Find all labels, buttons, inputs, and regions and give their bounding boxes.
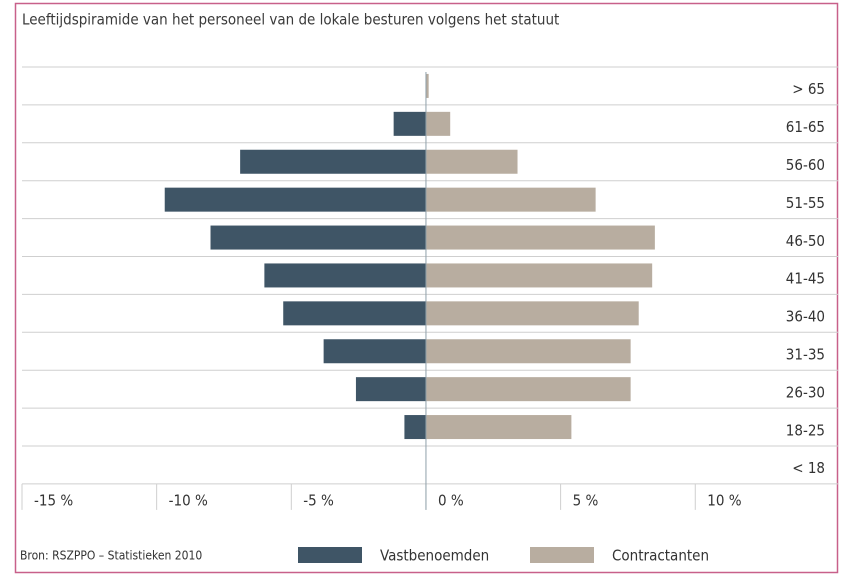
bar bbox=[355, 377, 426, 402]
bar bbox=[425, 263, 653, 288]
bar bbox=[323, 339, 426, 364]
bar bbox=[210, 225, 426, 250]
legend-label: Contractanten bbox=[612, 547, 709, 565]
category-label: 41-45 bbox=[786, 270, 825, 288]
bar bbox=[164, 187, 426, 212]
x-tick-label: 10 % bbox=[707, 491, 741, 509]
chart-title: Leeftijdspiramide van het personeel van … bbox=[22, 11, 559, 29]
bar bbox=[425, 301, 639, 326]
source: Bron: RSZPPO – Statistieken 2010 bbox=[20, 549, 202, 563]
category-label: 18-25 bbox=[786, 421, 825, 439]
category-label: 61-65 bbox=[786, 118, 825, 136]
bar bbox=[425, 187, 596, 212]
category-label: 51-55 bbox=[786, 194, 825, 212]
category-label: 56-60 bbox=[786, 156, 825, 174]
bar bbox=[404, 415, 426, 440]
bar bbox=[425, 225, 655, 250]
category-label: 46-50 bbox=[786, 232, 825, 250]
category-label: 36-40 bbox=[786, 308, 825, 326]
x-tick-label: -5 % bbox=[303, 491, 334, 509]
frame bbox=[14, 2, 839, 574]
x-tick-label: 0 % bbox=[438, 491, 464, 509]
bar bbox=[283, 301, 426, 326]
x-tick-label: -10 % bbox=[169, 491, 208, 509]
bar bbox=[425, 339, 631, 364]
legend-swatch bbox=[298, 547, 362, 563]
category-label: 26-30 bbox=[786, 383, 825, 401]
bar bbox=[264, 263, 426, 288]
category-label: > 65 bbox=[792, 80, 825, 98]
bar bbox=[425, 377, 631, 402]
x-tick-label: 5 % bbox=[573, 491, 599, 509]
bar bbox=[425, 149, 518, 174]
bar bbox=[425, 73, 429, 98]
bar bbox=[393, 111, 426, 136]
bar bbox=[240, 149, 426, 174]
bar bbox=[425, 111, 451, 136]
legend-label: Vastbenoemden bbox=[380, 547, 489, 565]
bar bbox=[425, 415, 572, 440]
x-tick-label: -15 % bbox=[34, 491, 73, 509]
category-label: 31-35 bbox=[786, 346, 825, 364]
category-label: < 18 bbox=[792, 459, 825, 477]
legend-swatch bbox=[530, 547, 594, 563]
